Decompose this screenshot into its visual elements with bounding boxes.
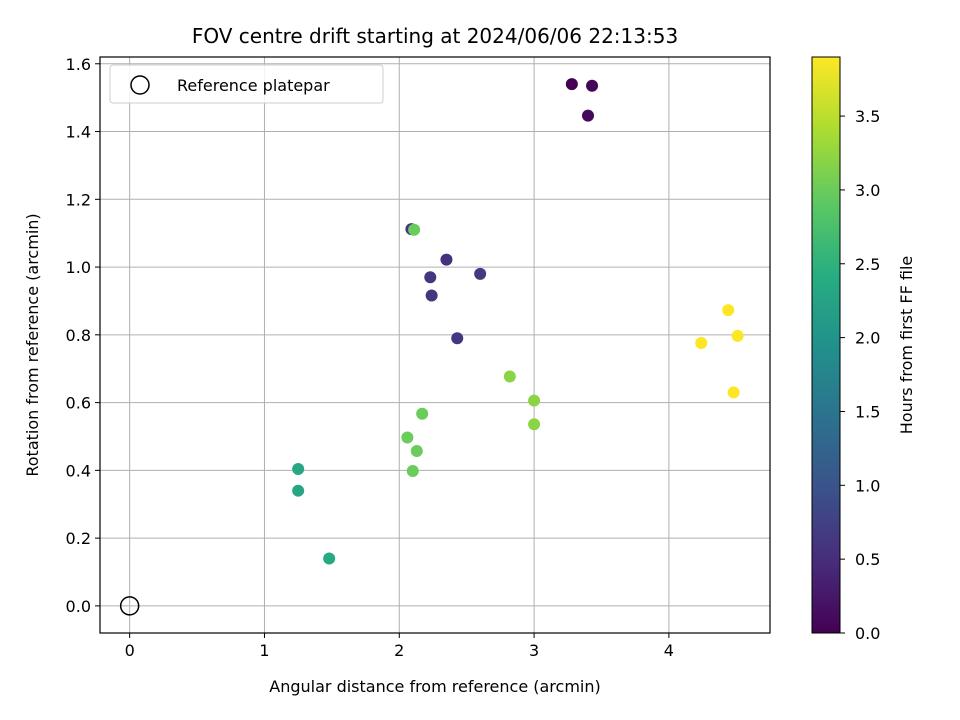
- legend: Reference platepar: [109, 64, 384, 104]
- colorbar-tick-label: 1.5: [855, 402, 880, 421]
- data-point: [323, 552, 336, 565]
- colorbar: [811, 56, 841, 634]
- colorbar-tick-label: 3.5: [855, 107, 880, 126]
- plot-frame: [99, 56, 771, 634]
- chart-title: FOV centre drift starting at 2024/06/06 …: [192, 24, 678, 48]
- y-tick-label: 1.2: [66, 190, 91, 209]
- x-axis-label: Angular distance from reference (arcmin): [269, 677, 600, 696]
- y-tick-label: 0.2: [66, 529, 91, 548]
- data-point: [565, 78, 578, 91]
- data-point: [722, 304, 735, 317]
- data-point: [416, 407, 429, 420]
- data-point: [731, 329, 744, 342]
- data-point: [695, 336, 708, 349]
- data-point: [503, 370, 516, 383]
- legend-marker: [130, 75, 150, 95]
- legend-box: [109, 64, 384, 104]
- x-tick-label: 0: [125, 641, 135, 660]
- colorbar-tick-label: 2.0: [855, 329, 880, 348]
- colorbar-label: Hours from first FF file: [897, 256, 916, 435]
- data-point: [406, 465, 419, 478]
- data-point: [451, 332, 464, 345]
- y-tick-label: 0.0: [66, 597, 91, 616]
- colorbar-tick-label: 1.0: [855, 476, 880, 495]
- data-point: [528, 394, 541, 407]
- data-point: [292, 484, 305, 497]
- y-tick-label: 0.4: [66, 461, 91, 480]
- y-tick-label: 1.0: [66, 258, 91, 277]
- scatter-points: [292, 78, 744, 565]
- colorbar-tick-label: 3.0: [855, 181, 880, 200]
- data-point: [474, 267, 487, 280]
- x-tick-label: 1: [259, 641, 269, 660]
- data-point: [401, 431, 414, 444]
- data-point: [425, 289, 438, 302]
- reference-point: [119, 596, 140, 616]
- data-point: [292, 463, 305, 476]
- colorbar-ticks: 0.0 0.5 1.0 1.5 2.0 2.5 3.0 3.5: [840, 107, 880, 643]
- colorbar-tick-label: 0.0: [855, 624, 880, 643]
- data-point: [586, 79, 599, 92]
- x-axis-ticks: 0 1 2 3 4: [125, 633, 674, 660]
- data-point: [410, 445, 423, 458]
- x-tick-label: 3: [529, 641, 539, 660]
- colorbar-tick-label: 0.5: [855, 550, 880, 569]
- data-point: [582, 109, 595, 122]
- data-point: [727, 386, 740, 399]
- colorbar-tick-label: 2.5: [855, 255, 880, 274]
- data-point: [424, 271, 437, 284]
- grid-lines: [100, 57, 770, 633]
- y-tick-label: 1.6: [66, 55, 91, 74]
- legend-label: Reference platepar: [177, 76, 330, 95]
- data-point: [440, 253, 453, 266]
- y-tick-label: 1.4: [66, 123, 91, 142]
- y-tick-label: 0.8: [66, 326, 91, 345]
- data-point: [528, 418, 541, 431]
- y-axis-label: Rotation from reference (arcmin): [23, 213, 42, 476]
- x-tick-label: 2: [394, 641, 404, 660]
- y-tick-label: 0.6: [66, 394, 91, 413]
- x-tick-label: 4: [664, 641, 674, 660]
- y-axis-ticks: 0.0 0.2 0.4 0.6 0.8 1.0 1.2 1.4 1.6: [66, 55, 100, 616]
- data-point: [408, 223, 421, 236]
